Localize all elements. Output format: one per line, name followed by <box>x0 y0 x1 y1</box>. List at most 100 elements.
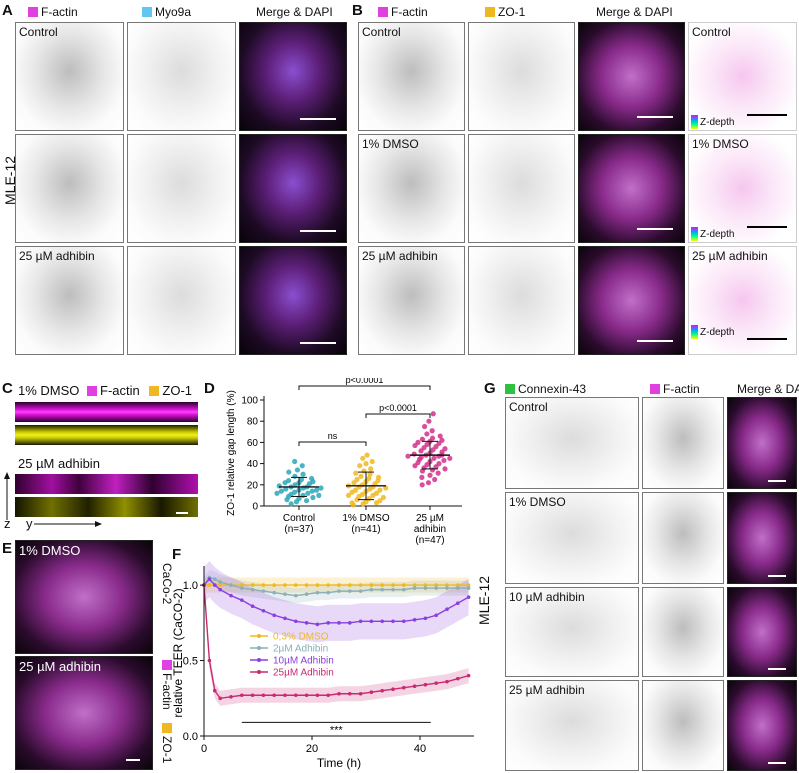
c-condition-2: 25 µM adhibin <box>18 456 100 471</box>
f-data-point <box>250 693 255 698</box>
f-legend-marker <box>257 646 261 650</box>
d-data-point <box>418 454 424 460</box>
d-data-point <box>419 474 425 480</box>
f-annotation: *** <box>330 724 344 736</box>
zdepth-label-b-1: Control <box>692 25 731 39</box>
d-data-point <box>424 431 430 437</box>
f-data-point <box>294 583 298 587</box>
image-g-r3-c1: 10 µM adhibin <box>505 587 639 677</box>
scale-bar <box>637 228 673 230</box>
f-x-axis-label: Time (h) <box>317 756 361 770</box>
image-b-r1-zdepth: Control Z-depth <box>688 22 797 131</box>
image-a-r1-c3 <box>239 22 347 131</box>
header-b-factin: F-actin <box>378 5 428 19</box>
f-data-point <box>412 583 417 587</box>
image-g-r4-c2 <box>642 680 724 771</box>
chart-f-teer: 0.0 0.5 1.0 0 20 40 Time (h) relative TEER (CaC… <box>171 560 474 770</box>
f-data-point <box>250 604 255 609</box>
f-data-point <box>315 583 320 587</box>
f-legend-label: 25µM Adhibin <box>273 668 334 679</box>
d-y-tick-label: 60 <box>247 438 259 449</box>
scale-bar <box>126 759 140 761</box>
f-data-point <box>229 583 233 587</box>
f-data-point <box>304 621 309 625</box>
f-data-point <box>423 583 428 587</box>
panel-label-a: A <box>2 2 13 19</box>
f-data-point <box>213 688 217 693</box>
header-g-factin: F-actin <box>650 382 700 396</box>
zdepth-label-b-3: 25 µM adhibin <box>692 249 768 263</box>
f-data-point <box>250 587 255 592</box>
swatch-zo1 <box>485 7 495 17</box>
header-g-merge: Merge & DAPI <box>737 382 799 396</box>
f-data-point <box>391 583 395 587</box>
d-data-point <box>380 494 386 501</box>
d-data-point <box>276 483 282 489</box>
d-data-point <box>368 466 374 472</box>
f-data-point <box>283 616 287 621</box>
image-g-r1-c1: Control <box>505 397 639 489</box>
f-data-point <box>261 608 266 613</box>
f-data-point <box>466 673 471 678</box>
image-b-r1-c1: Control <box>358 22 465 131</box>
f-data-point <box>380 587 384 592</box>
d-data-point <box>364 452 370 458</box>
d-x-tick-label: 1% DMSO <box>342 513 389 524</box>
f-data-point <box>348 691 352 696</box>
d-data-point <box>283 486 289 492</box>
zdepth-colorbar <box>691 325 698 339</box>
f-data-point <box>412 684 417 688</box>
d-data-point <box>366 475 372 482</box>
d-data-point <box>427 472 433 478</box>
f-data-point <box>294 619 298 624</box>
d-data-point <box>377 487 383 493</box>
d-significance-label: p<0.0001 <box>346 378 384 385</box>
f-data-point <box>466 586 471 590</box>
d-data-point <box>292 458 298 465</box>
f-data-point <box>348 621 352 625</box>
d-data-point <box>426 418 432 424</box>
d-y-tick-label: 100 <box>241 396 258 407</box>
d-x-tick-label: (n=37) <box>284 524 313 535</box>
f-x-tick-label: 40 <box>414 743 426 755</box>
image-a-r1-c2 <box>127 22 236 131</box>
f-data-point <box>283 693 287 698</box>
scale-bar <box>747 226 787 228</box>
d-data-point <box>432 476 438 483</box>
f-data-point <box>402 685 406 690</box>
d-data-point <box>352 487 359 493</box>
panel-label-g: G <box>484 380 496 397</box>
f-data-point <box>326 590 330 595</box>
d-data-point <box>442 466 448 472</box>
panel-label-c: C <box>2 380 13 397</box>
d-data-point <box>309 475 315 482</box>
scale-bar <box>768 668 786 670</box>
d-data-point <box>431 455 437 461</box>
f-data-point <box>272 693 276 698</box>
image-a-r2-c1 <box>15 134 124 243</box>
f-x-tick-label: 20 <box>306 743 318 755</box>
scale-bar <box>768 480 786 482</box>
f-data-point <box>380 619 384 624</box>
header-a-factin: F-actin <box>28 5 78 19</box>
f-data-point <box>315 622 320 627</box>
f-legend-marker <box>257 658 261 662</box>
image-g-r1-c3 <box>727 397 797 489</box>
f-data-point <box>369 619 374 624</box>
image-e-bottom: 25 µM adhibin <box>15 656 153 770</box>
f-y-tick-label: 0.5 <box>183 656 198 668</box>
d-data-point <box>300 492 306 498</box>
image-b-r1-c3 <box>578 22 685 131</box>
d-data-point <box>367 471 373 477</box>
image-b-r2-zdepth: 1% DMSO Z-depth <box>688 134 797 243</box>
swatch-factin <box>378 7 388 17</box>
image-a-r3-c3 <box>239 246 347 355</box>
f-data-point <box>250 583 255 587</box>
d-data-point <box>298 476 305 483</box>
panel-label-f: F <box>172 546 182 563</box>
f-legend-marker <box>257 670 261 674</box>
d-data-point <box>292 489 298 495</box>
f-data-point <box>402 587 406 592</box>
f-data-point <box>348 583 352 587</box>
f-data-point <box>434 586 439 590</box>
